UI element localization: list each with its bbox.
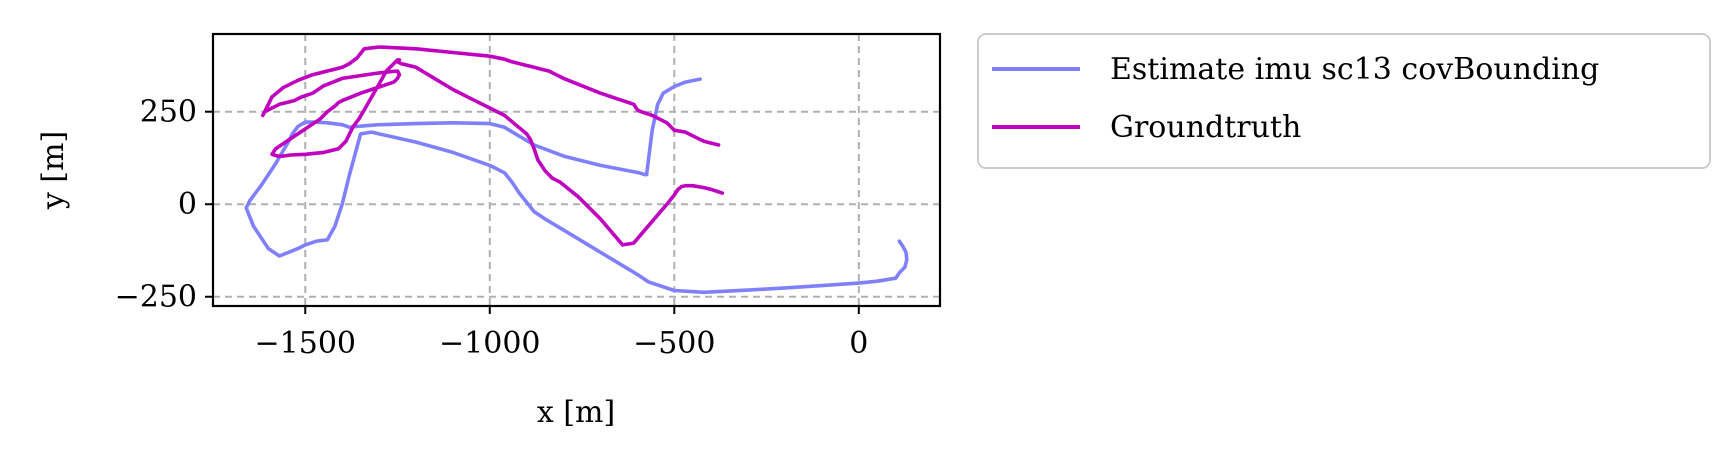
legend: Estimate imu sc13 covBounding Groundtrut… <box>977 33 1711 169</box>
y-tick-label: 0 <box>178 187 197 222</box>
series-line-groundtruth <box>260 45 725 247</box>
x-tick-label: −1500 <box>255 326 356 361</box>
y-tick-label: −250 <box>115 280 197 315</box>
plot-frame <box>211 32 942 308</box>
x-axis-label: x [m] <box>537 395 615 430</box>
y-axis-label: y [m] <box>36 131 71 210</box>
x-tick-label: 0 <box>849 326 868 361</box>
legend-frame <box>977 33 1711 169</box>
axis-ticks: −1500 −1000 −500 0 −250 0 250 <box>115 95 869 361</box>
y-tick-label: 250 <box>140 95 197 130</box>
series-line-estimate <box>244 77 909 295</box>
legend-label-estimate: Estimate imu sc13 covBounding <box>1110 52 1599 87</box>
series-layer <box>244 45 909 295</box>
x-tick-label: −1000 <box>439 326 540 361</box>
legend-label-groundtruth: Groundtruth <box>1110 110 1301 145</box>
x-tick-label: −500 <box>633 326 715 361</box>
grid-lines <box>213 34 940 306</box>
